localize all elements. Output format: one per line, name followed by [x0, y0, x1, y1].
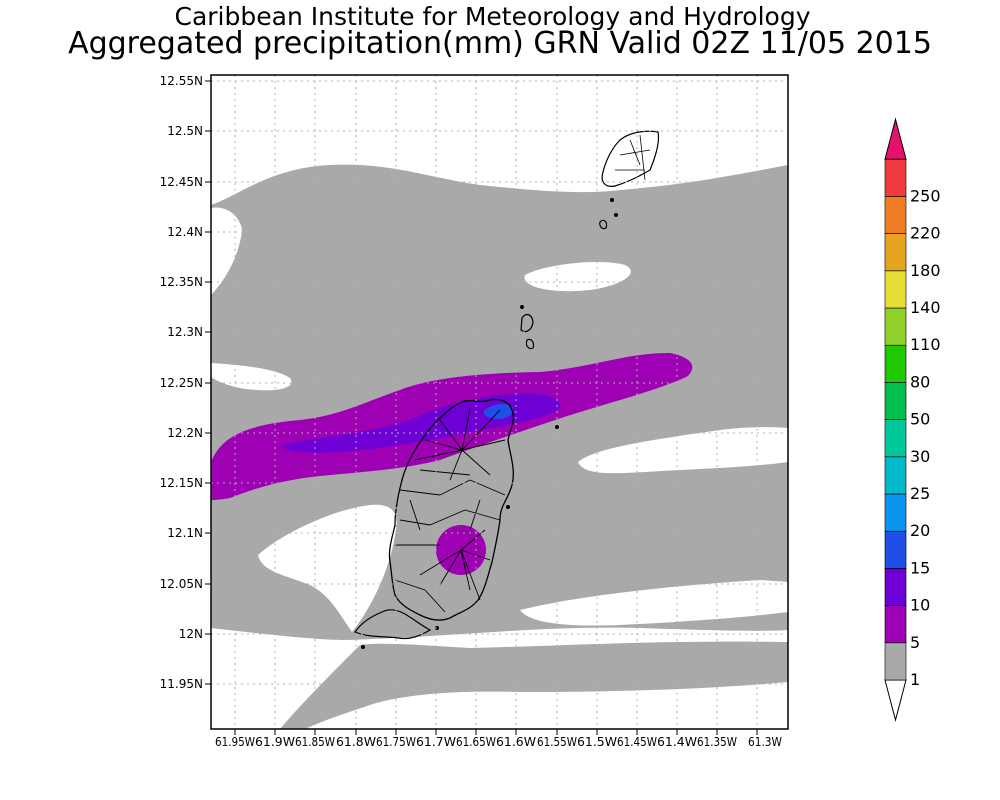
dry-hole-east: [578, 427, 788, 474]
lon-label: 61.9W: [255, 735, 295, 749]
colorbar-segment: [884, 642, 907, 681]
lat-label: 12.25N: [160, 376, 203, 390]
colorbar-label: 140: [910, 298, 941, 317]
lon-label: 61.85W: [295, 735, 335, 749]
islet-grenadines-east: [555, 425, 559, 429]
islet-carriacou-southwest: [614, 213, 618, 217]
carriacou-boundaries: [615, 134, 651, 181]
lat-label: 12.35N: [160, 275, 203, 289]
grenadine-islets: [520, 313, 535, 350]
lat-label: 12.55N: [160, 74, 203, 88]
lon-label: 61.45W: [617, 735, 657, 749]
colorbar-segment: [884, 344, 907, 383]
lat-label: 12.45N: [160, 175, 203, 189]
islet-carriacou-west: [610, 198, 614, 202]
colorbar-segment: [884, 233, 907, 272]
dry-hole-west: [211, 207, 242, 295]
lon-label: 61.35W: [697, 735, 737, 749]
islet-east: [506, 505, 510, 509]
islet-southwest: [361, 645, 365, 649]
chart-title: Caribbean Institute for Meteorology and …: [174, 2, 811, 31]
map-frame: [210, 74, 789, 730]
lat-label: 12N: [179, 627, 203, 641]
chart-subtitle: Aggregated precipitation(mm) GRN Valid 0…: [68, 26, 932, 61]
lon-label: 61.8W: [336, 735, 376, 749]
colorbar-max-arrow: [884, 117, 907, 160]
islet-grenadines-north: [520, 305, 524, 309]
colorbar-label: 20: [910, 521, 930, 540]
colorbar-min-arrow: [884, 679, 907, 722]
parish-boundaries: [394, 407, 506, 613]
colorbar-segment: [884, 382, 907, 420]
lat-label: 12.05N: [160, 577, 203, 591]
colorbar-label: 80: [910, 372, 930, 391]
colorbar-segment: [884, 419, 907, 458]
lon-label: 61.4W: [657, 735, 697, 749]
colorbar-segment: [884, 605, 907, 644]
colorbar-segment: [884, 493, 907, 532]
lat-label: 12.3N: [167, 325, 203, 339]
colorbar-label: 30: [910, 447, 930, 466]
grenada-island-outline: [388, 398, 514, 621]
colorbar-label: 25: [910, 484, 930, 503]
colorbar-label: 10: [910, 596, 930, 615]
lon-label: 61.75W: [376, 735, 416, 749]
map-area: [211, 75, 788, 729]
lat-label: 12.2N: [167, 426, 203, 440]
lat-label: 12.5N: [167, 124, 203, 138]
dry-hole-southeast: [520, 580, 788, 626]
colorbar-segment: [884, 270, 907, 309]
colorbar-label: 250: [910, 186, 941, 205]
lat-label: 12.1N: [167, 526, 203, 540]
lat-label: 12.15N: [160, 476, 203, 490]
lat-label: 12.4N: [167, 225, 203, 239]
colorbar-label: 15: [910, 558, 930, 577]
colorbar-segment: [884, 307, 907, 346]
axis-ticks: [205, 80, 758, 735]
colorbar-segment: [884, 196, 907, 234]
colorbar-label: 110: [910, 335, 941, 354]
colorbar-segment: [884, 158, 907, 197]
map-gridlines: [211, 75, 788, 729]
lon-label: 61.6W: [496, 735, 536, 749]
dry-hole-southwest: [258, 504, 397, 632]
lon-label: 61.3W: [748, 735, 782, 749]
colorbar-label: 5: [910, 633, 920, 652]
colorbar-segment: [884, 568, 907, 606]
dry-hole-north: [524, 261, 631, 292]
colorbar: [884, 117, 907, 722]
lon-label: 61.5W: [577, 735, 617, 749]
rain-strip-south: [280, 641, 788, 729]
lon-label: 61.55W: [537, 735, 577, 749]
colorbar-segment: [884, 530, 907, 569]
colorbar-label: 50: [910, 410, 930, 429]
colorbar-segment: [884, 456, 907, 495]
lon-label: 61.65W: [456, 735, 496, 749]
lon-label: 61.7W: [416, 735, 456, 749]
colorbar-label: 1: [910, 670, 920, 689]
grenada-southwest-coast: [354, 609, 432, 640]
colorbar-label: 180: [910, 261, 941, 280]
colorbar-label: 220: [910, 224, 941, 243]
islet-carriacou-south: [599, 219, 608, 230]
lat-label: 11.95N: [160, 677, 203, 691]
lon-label: 61.95W: [215, 735, 255, 749]
